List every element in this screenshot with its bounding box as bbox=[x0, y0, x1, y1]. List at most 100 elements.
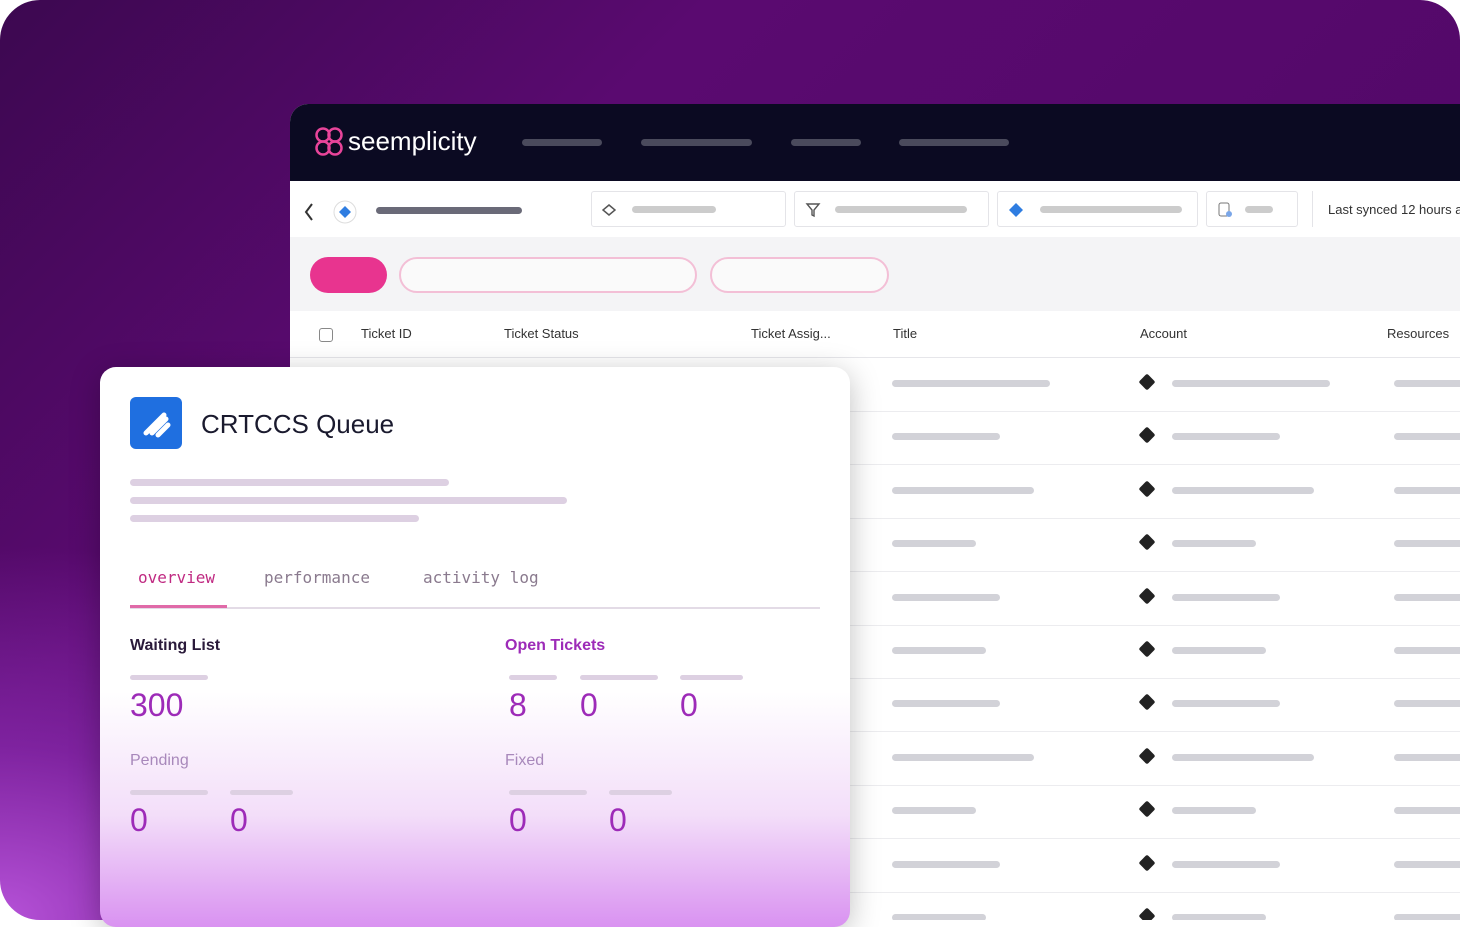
metric-value: 0 bbox=[230, 802, 248, 838]
metric-value: 0 bbox=[509, 802, 527, 838]
metric-value: 0 bbox=[680, 687, 698, 723]
section-label: Waiting List bbox=[130, 637, 221, 654]
row-divider bbox=[290, 571, 1460, 573]
row-placeholder bbox=[1394, 593, 1460, 601]
filter-pill[interactable] bbox=[310, 257, 387, 293]
row-placeholder bbox=[1172, 647, 1266, 654]
column-header: Ticket Assig... bbox=[751, 326, 831, 341]
row-placeholder bbox=[1394, 700, 1460, 708]
git-icon bbox=[1138, 747, 1156, 765]
select-all-checkbox[interactable] bbox=[319, 328, 333, 342]
value-placeholder bbox=[580, 675, 658, 680]
top-bar: seemplicity bbox=[290, 104, 1460, 181]
jira-icon bbox=[130, 397, 182, 449]
section-label: Pending bbox=[130, 752, 189, 769]
row-placeholder bbox=[892, 486, 1034, 494]
row-placeholder bbox=[892, 914, 986, 920]
row-placeholder bbox=[1172, 540, 1256, 548]
filter-row bbox=[290, 237, 1460, 311]
column-header: Ticket ID bbox=[361, 326, 412, 341]
value-placeholder bbox=[130, 790, 208, 795]
git-icon bbox=[1138, 800, 1156, 818]
card-title: CRTCCS Queue bbox=[201, 409, 395, 439]
column-header: Title bbox=[893, 326, 918, 341]
row-placeholder bbox=[1394, 753, 1460, 761]
tab[interactable]: activity log bbox=[423, 568, 539, 587]
row-placeholder bbox=[1172, 486, 1314, 494]
row-placeholder bbox=[1172, 807, 1256, 815]
row-placeholder bbox=[1394, 486, 1460, 494]
row-placeholder bbox=[1172, 914, 1266, 920]
row-divider bbox=[290, 464, 1460, 466]
row-placeholder bbox=[892, 700, 1000, 708]
toolbar-field[interactable] bbox=[997, 191, 1198, 227]
row-placeholder bbox=[892, 753, 1034, 761]
metric-value: 300 bbox=[130, 687, 184, 723]
row-placeholder bbox=[892, 540, 976, 548]
row-divider bbox=[290, 731, 1460, 733]
value-placeholder bbox=[130, 675, 208, 680]
column-header: Account bbox=[1140, 326, 1187, 341]
toolbar-field[interactable] bbox=[591, 191, 786, 227]
value-placeholder bbox=[230, 790, 293, 795]
toolbar-filter[interactable] bbox=[794, 191, 989, 227]
row-placeholder bbox=[1172, 860, 1280, 868]
back-and-icon[interactable] bbox=[302, 200, 362, 224]
value-placeholder bbox=[680, 675, 743, 680]
value-placeholder bbox=[509, 675, 557, 680]
row-placeholder bbox=[1394, 540, 1460, 548]
filter-pill[interactable] bbox=[710, 257, 889, 293]
git-icon bbox=[1138, 373, 1156, 391]
row-placeholder bbox=[1172, 593, 1280, 601]
git-icon bbox=[1138, 533, 1156, 551]
row-placeholder bbox=[1394, 380, 1460, 387]
row-placeholder bbox=[892, 433, 1000, 441]
active-tab-indicator bbox=[130, 605, 227, 608]
git-icon bbox=[1138, 907, 1156, 920]
tab[interactable]: overview bbox=[138, 568, 216, 587]
nav-placeholder bbox=[641, 139, 752, 146]
row-placeholder bbox=[1172, 700, 1280, 708]
sync-status: Last synced 12 hours a bbox=[1328, 202, 1460, 217]
row-placeholder bbox=[1172, 753, 1314, 761]
row-divider bbox=[290, 517, 1460, 519]
row-placeholder bbox=[892, 860, 1000, 868]
row-divider bbox=[290, 624, 1460, 626]
row-divider bbox=[290, 784, 1460, 786]
git-icon bbox=[1138, 854, 1156, 872]
column-header: Ticket Status bbox=[504, 326, 579, 341]
row-placeholder bbox=[892, 647, 986, 654]
nav-placeholder bbox=[791, 139, 861, 146]
row-divider bbox=[290, 891, 1460, 893]
row-placeholder bbox=[1172, 380, 1330, 387]
git-icon bbox=[1138, 640, 1156, 658]
column-header: Resources bbox=[1387, 326, 1450, 341]
breadcrumb-placeholder bbox=[376, 207, 522, 214]
row-divider bbox=[290, 838, 1460, 840]
git-icon bbox=[1138, 426, 1156, 444]
logo-text: seemplicity bbox=[348, 126, 477, 156]
row-divider bbox=[290, 411, 1460, 412]
section-label: Fixed bbox=[505, 752, 545, 769]
header-divider bbox=[290, 357, 1460, 358]
git-icon bbox=[1138, 587, 1156, 605]
git-icon bbox=[1138, 480, 1156, 498]
value-placeholder bbox=[609, 790, 672, 795]
row-placeholder bbox=[892, 807, 976, 815]
tab[interactable]: performance bbox=[264, 568, 370, 587]
metric-value: 0 bbox=[130, 802, 148, 838]
queue-card: CRTCCS Queue overview performance activi… bbox=[100, 367, 850, 927]
section-label: Open Tickets bbox=[505, 637, 606, 654]
metric-value: 0 bbox=[580, 687, 598, 723]
metric-value: 8 bbox=[509, 687, 527, 723]
filter-pill[interactable] bbox=[399, 257, 697, 293]
row-placeholder bbox=[1394, 914, 1460, 920]
logo-icon bbox=[315, 127, 343, 156]
git-icon bbox=[1138, 693, 1156, 711]
nav-placeholder bbox=[899, 139, 1009, 146]
row-placeholder bbox=[892, 593, 1000, 601]
row-placeholder bbox=[1172, 433, 1280, 441]
nav-placeholder bbox=[522, 139, 602, 146]
toolbar-field[interactable] bbox=[1206, 191, 1298, 227]
row-placeholder bbox=[892, 380, 1050, 387]
